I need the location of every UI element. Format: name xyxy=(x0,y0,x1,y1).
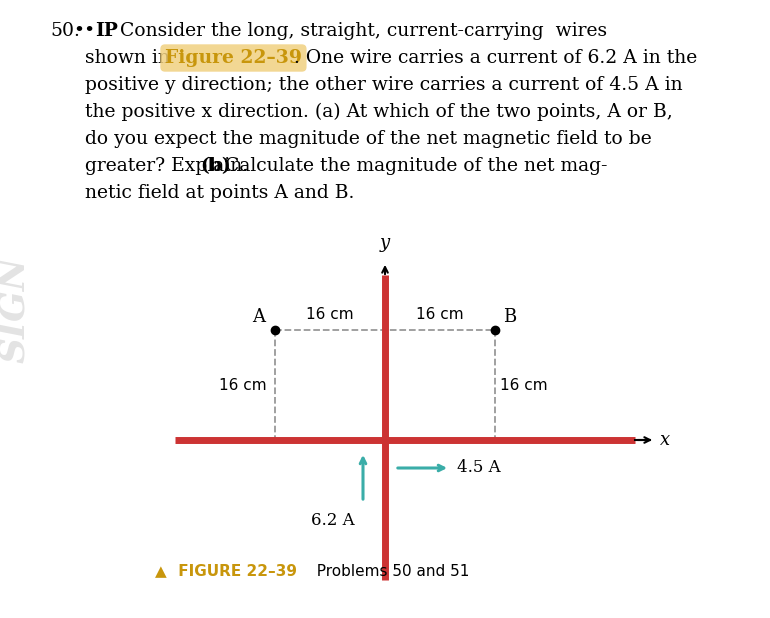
Text: shown in: shown in xyxy=(85,49,176,67)
Text: 16 cm: 16 cm xyxy=(306,307,353,322)
Text: do you expect the magnitude of the net magnetic field to be: do you expect the magnitude of the net m… xyxy=(85,130,651,148)
Text: Problems 50 and 51: Problems 50 and 51 xyxy=(307,564,470,580)
Text: B: B xyxy=(503,308,516,326)
Text: the positive x direction. (a) At which of the two points, A or B,: the positive x direction. (a) At which o… xyxy=(85,103,673,121)
Text: Figure 22–39: Figure 22–39 xyxy=(165,49,302,67)
Text: x: x xyxy=(660,431,670,449)
Text: 50.: 50. xyxy=(50,22,80,40)
Text: Consider the long, straight, current-carrying  wires: Consider the long, straight, current-car… xyxy=(120,22,607,40)
Text: IP: IP xyxy=(95,22,118,40)
Text: 16 cm: 16 cm xyxy=(219,378,267,392)
Text: 16 cm: 16 cm xyxy=(500,378,547,392)
Text: . One wire carries a current of 6.2 A in the: . One wire carries a current of 6.2 A in… xyxy=(294,49,698,67)
Text: A: A xyxy=(252,308,265,326)
Text: 4.5 A: 4.5 A xyxy=(457,460,501,476)
Text: y: y xyxy=(380,234,390,252)
Text: FIGURE 22–39: FIGURE 22–39 xyxy=(173,564,297,580)
Text: 16 cm: 16 cm xyxy=(417,307,464,322)
Text: ••: •• xyxy=(73,22,95,40)
Text: 6.2 A: 6.2 A xyxy=(311,512,355,529)
Text: ▲: ▲ xyxy=(155,564,167,580)
Text: (b): (b) xyxy=(200,157,231,175)
Text: greater? Explain.: greater? Explain. xyxy=(85,157,254,175)
Text: positive y direction; the other wire carries a current of 4.5 A in: positive y direction; the other wire car… xyxy=(85,76,683,94)
Text: SIGN: SIGN xyxy=(0,256,31,363)
Text: netic field at points A and B.: netic field at points A and B. xyxy=(85,184,354,202)
Text: Calculate the magnitude of the net mag-: Calculate the magnitude of the net mag- xyxy=(225,157,608,175)
